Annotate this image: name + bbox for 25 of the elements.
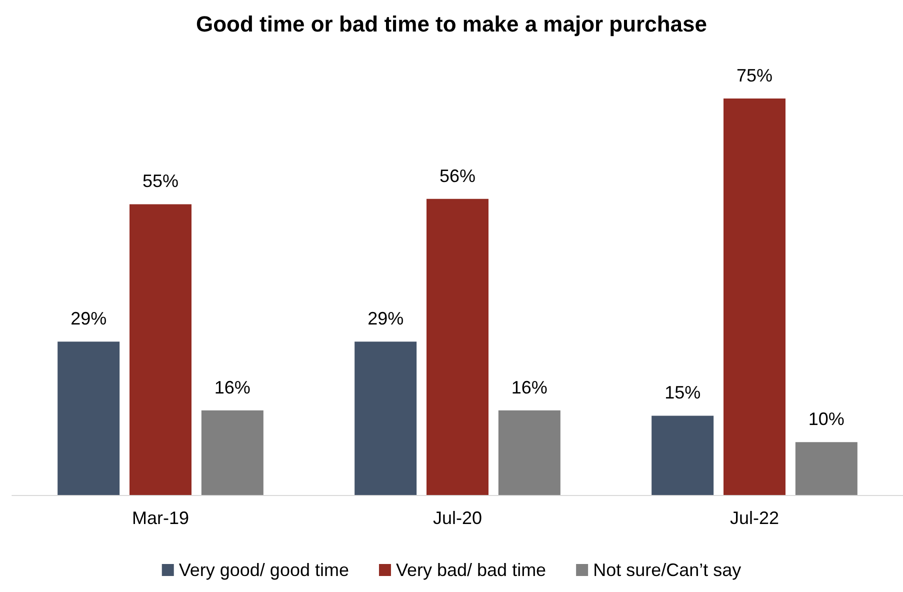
bar [58, 342, 120, 495]
bar [354, 342, 417, 495]
data-label: 29% [70, 308, 107, 329]
bar [130, 204, 192, 495]
data-label: 29% [368, 308, 404, 329]
data-label: 16% [214, 377, 250, 398]
x-tick-label: Jul-20 [432, 508, 482, 528]
chart-title: Good time or bad time to make a major purchase [196, 12, 708, 36]
data-label: 56% [439, 166, 476, 186]
data-label: 10% [808, 409, 844, 430]
bar [201, 410, 264, 495]
x-tick-label: Mar-19 [132, 508, 190, 528]
legend-label: Very good/ good time [178, 560, 349, 580]
bar [426, 198, 488, 495]
bar [724, 98, 786, 495]
data-label: 15% [664, 382, 701, 403]
bar [652, 416, 714, 495]
data-label: 16% [511, 377, 548, 398]
data-label: 55% [142, 171, 179, 192]
legend-label: Very bad/ bad time [396, 560, 546, 580]
bar [795, 442, 858, 495]
bar [498, 410, 560, 495]
legend-label: Not sure/Can’t say [593, 560, 742, 580]
x-tick-label: Jul-22 [730, 508, 780, 528]
data-label: 75% [736, 65, 773, 86]
